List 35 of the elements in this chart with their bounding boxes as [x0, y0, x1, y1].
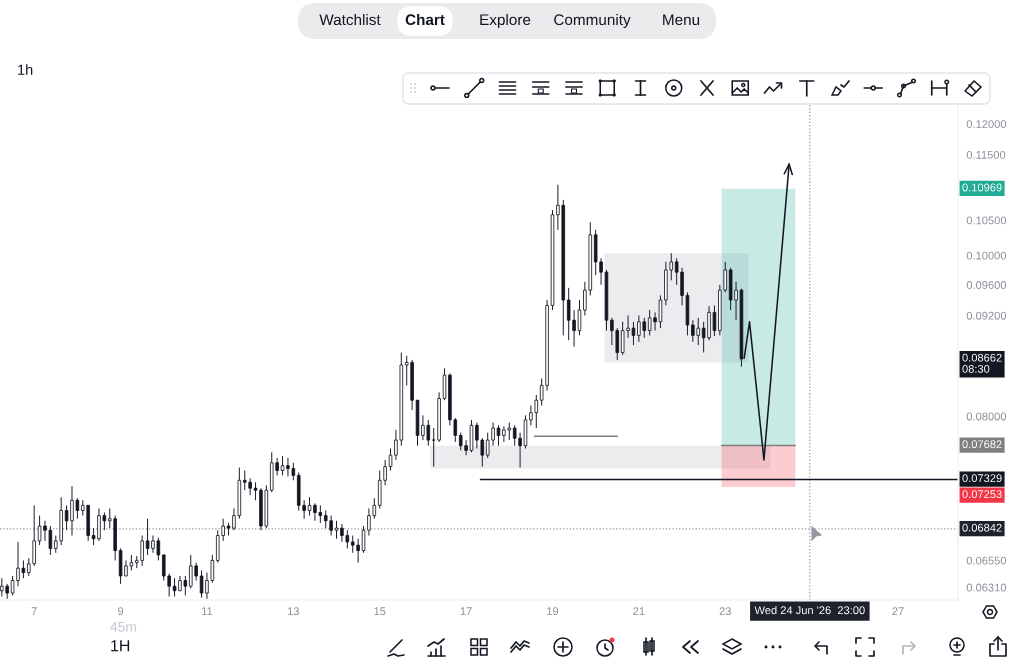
x-tick-label: 9 [118, 607, 124, 616]
x-tick-label: 7 [31, 607, 37, 615]
y-tick-label: 0.06550 [966, 556, 1007, 565]
text: Explore [480, 13, 531, 29]
text: 0.10969 [962, 183, 1002, 192]
y-tick-label: 0.10500 [966, 216, 1007, 225]
y-tick-label: 0.09200 [966, 311, 1007, 320]
y-tick-label: 0.08000 [966, 412, 1007, 421]
y-tick-label: 0.12000 [966, 120, 1007, 129]
chart-title: 1h [18, 64, 33, 75]
x-tick-label: 17 [460, 607, 472, 615]
text: 45m [110, 622, 137, 632]
text: 1H [111, 640, 130, 652]
text: 0.08662 08:30 [962, 353, 1002, 373]
x-tick-label: 11 [202, 607, 213, 615]
x-tick-label: 15 [374, 607, 386, 616]
data-label: 0.07329 [962, 474, 1002, 483]
y-tick-label: 0.10000 [966, 251, 1007, 260]
x-tick-label: 13 [288, 607, 300, 616]
y-tick-label: 0.09600 [966, 281, 1007, 289]
x-tick-label: 21 [633, 607, 645, 615]
text: 0.07253 [962, 490, 1002, 499]
ref-line-label: 0.06842 [962, 523, 1002, 532]
text: 0.07682 [962, 440, 1002, 449]
x-tick-label: 19 [547, 607, 559, 616]
x-tick-label: 27 [892, 607, 904, 615]
text: Watchlist [319, 13, 381, 26]
candlestick [431, 427, 436, 468]
text: Chart [405, 13, 445, 26]
x-tick-label: 23 [719, 607, 731, 616]
text: Community [554, 13, 631, 29]
y-tick-label: 0.11500 [966, 150, 1006, 159]
y-tick-label: 0.06310 [966, 583, 1007, 592]
ref-line-label: Wed 24 Jun '26 23:00 [754, 606, 865, 615]
text: Menu [663, 14, 700, 26]
